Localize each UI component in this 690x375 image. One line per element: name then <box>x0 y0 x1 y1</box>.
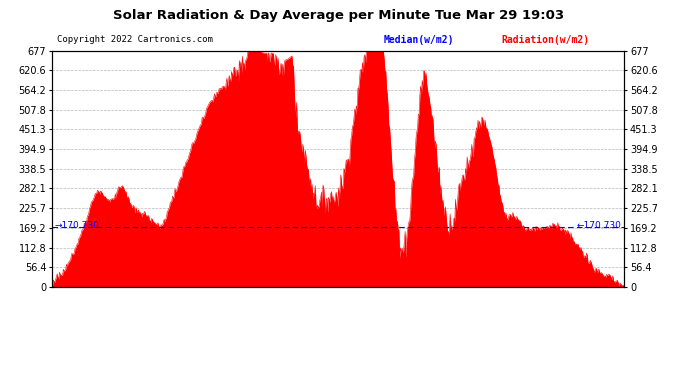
Text: ←170.730: ←170.730 <box>577 221 622 230</box>
Text: Median(w/m2): Median(w/m2) <box>384 35 455 45</box>
Text: Solar Radiation & Day Average per Minute Tue Mar 29 19:03: Solar Radiation & Day Average per Minute… <box>112 9 564 22</box>
Text: Radiation(w/m2): Radiation(w/m2) <box>502 35 589 45</box>
Text: →170.730: →170.730 <box>55 221 99 230</box>
Text: Copyright 2022 Cartronics.com: Copyright 2022 Cartronics.com <box>57 35 213 44</box>
